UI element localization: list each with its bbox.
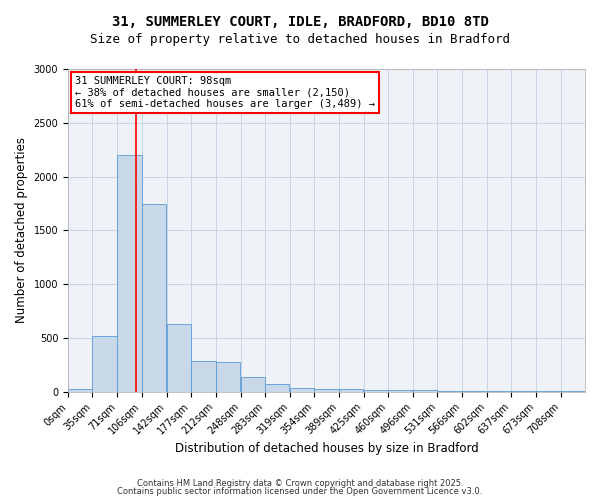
Y-axis label: Number of detached properties: Number of detached properties: [15, 138, 28, 324]
Bar: [437, 391, 462, 392]
Bar: [241, 376, 265, 392]
Text: Contains public sector information licensed under the Open Government Licence v3: Contains public sector information licen…: [118, 487, 482, 496]
Bar: [68, 388, 92, 392]
Bar: [92, 336, 117, 392]
Bar: [191, 360, 215, 392]
Bar: [265, 384, 289, 392]
Bar: [167, 324, 191, 392]
Text: Size of property relative to detached houses in Bradford: Size of property relative to detached ho…: [90, 32, 510, 46]
Bar: [413, 390, 437, 392]
Text: 31 SUMMERLEY COURT: 98sqm
← 38% of detached houses are smaller (2,150)
61% of se: 31 SUMMERLEY COURT: 98sqm ← 38% of detac…: [75, 76, 375, 109]
Bar: [364, 390, 388, 392]
Bar: [118, 155, 142, 392]
Bar: [338, 389, 363, 392]
Bar: [290, 388, 314, 392]
Bar: [388, 390, 412, 392]
Bar: [314, 388, 338, 392]
Bar: [215, 362, 240, 392]
Text: 31, SUMMERLEY COURT, IDLE, BRADFORD, BD10 8TD: 31, SUMMERLEY COURT, IDLE, BRADFORD, BD1…: [112, 15, 488, 29]
Text: Contains HM Land Registry data © Crown copyright and database right 2025.: Contains HM Land Registry data © Crown c…: [137, 478, 463, 488]
X-axis label: Distribution of detached houses by size in Bradford: Distribution of detached houses by size …: [175, 442, 478, 455]
Bar: [142, 204, 166, 392]
